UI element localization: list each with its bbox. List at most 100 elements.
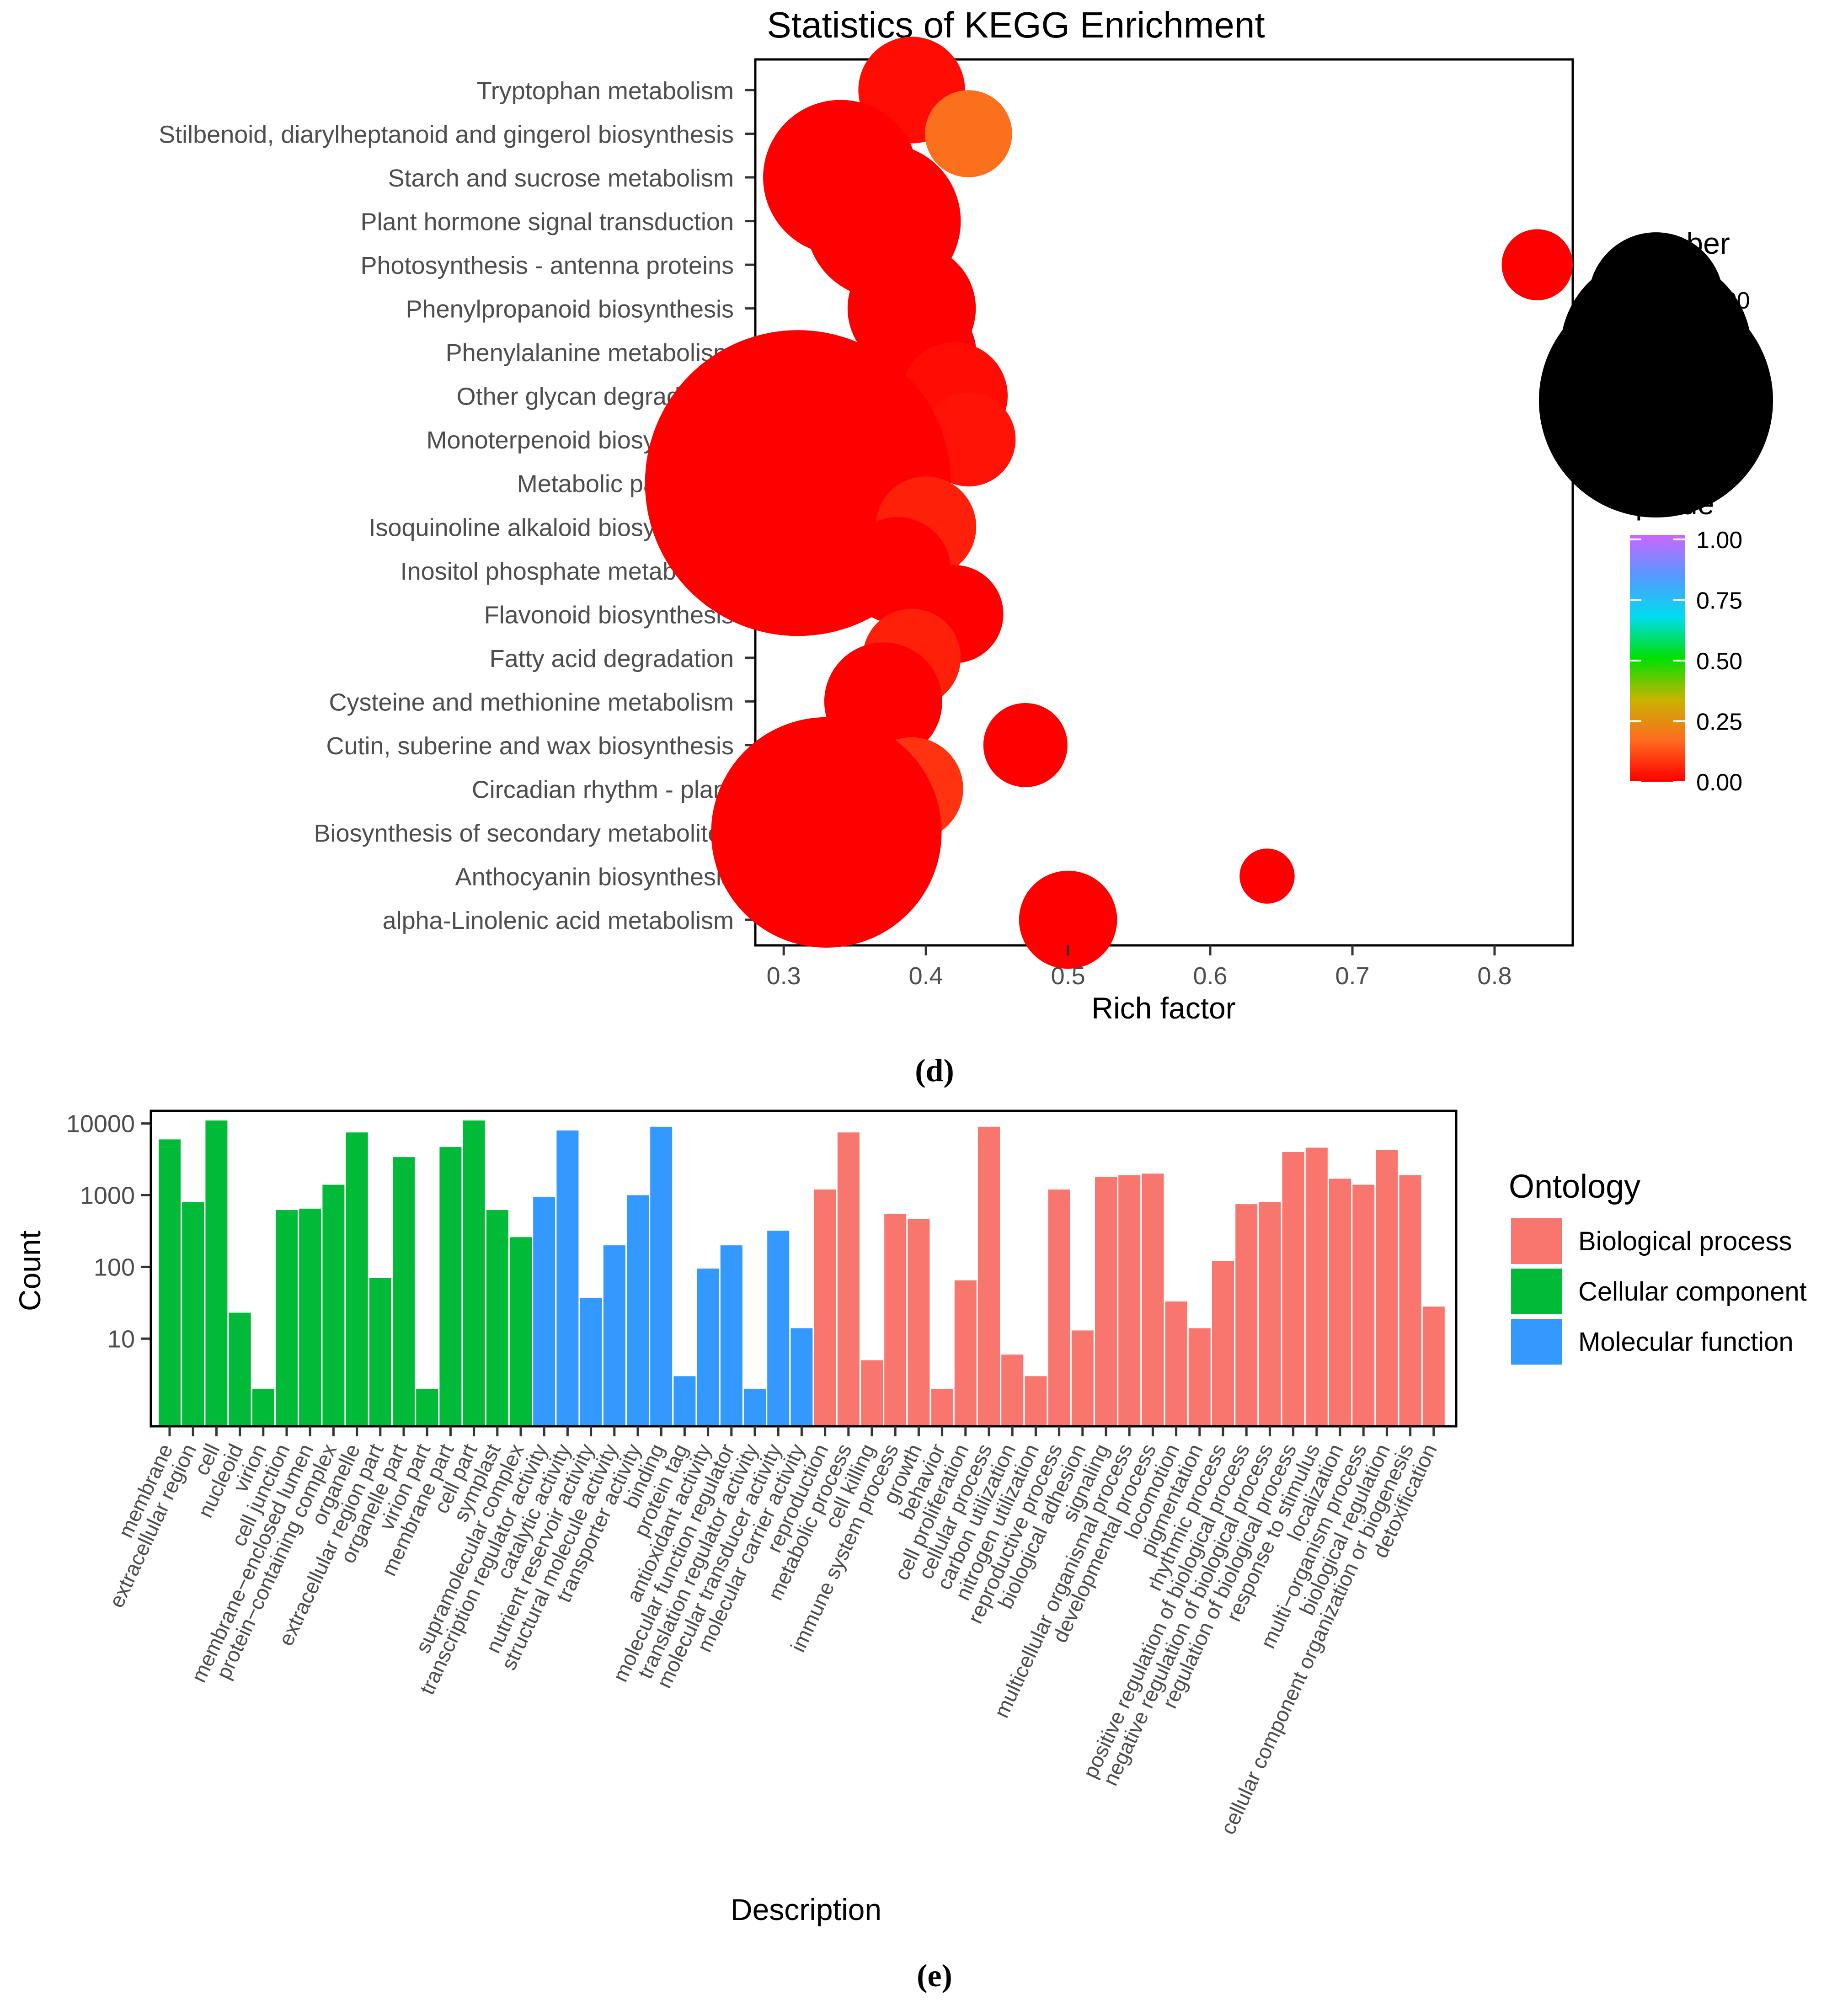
go-bar-cell-killing [861,1360,883,1426]
go-bar-cell-part [463,1120,485,1426]
go-bar-translation-regulator-activity [744,1388,766,1426]
kegg-size-legend: number 100020003000 [1538,226,1773,518]
colorbar-tick-label: 0.50 [1696,648,1742,675]
go-bar-extracellular-region-part [369,1278,391,1426]
go-legend-title: Ontology [1509,1168,1640,1205]
go-y-tick-label: 100 [94,1253,135,1281]
go-bar-regulation-of-biological-process [1282,1152,1304,1426]
go-bar-cellular-process [978,1126,1000,1426]
kegg-term-label: Starch and sucrose metabolism [388,165,734,192]
go-bar-virion [252,1388,274,1426]
kegg-point-cutin-suberine-and-wax-biosynthesis [983,703,1068,787]
go-bar-virion-part [416,1388,438,1426]
kegg-x-tick-label: 0.8 [1477,962,1512,990]
go-bar-immune-system-process [884,1214,907,1426]
go-bar-nucleoid [229,1312,251,1426]
kegg-term-label: Stilbenoid, diarylheptanoid and gingerol… [159,121,734,149]
kegg-term-label: Phenylpropanoid biosynthesis [406,296,734,323]
kegg-chart: Statistics of KEGG Enrichment Tryptophan… [159,5,1773,1088]
go-bar-organelle-part [393,1157,415,1426]
kegg-term-label: Tryptophan metabolism [477,77,734,105]
go-bar-extracellular-region [182,1202,204,1426]
go-bar-binding [650,1126,673,1426]
kegg-points [645,37,1573,969]
kegg-term-label: Cysteine and methionine metabolism [329,688,734,716]
kegg-point-biosynthesis-of-secondary-metabolites [711,717,942,948]
go-legend-key-cellular-component [1511,1269,1562,1314]
kegg-point-photosynthesis-antenna-proteins [1501,229,1573,300]
go-bar-protein-tag [673,1376,696,1426]
go-bar-molecular-function-regulator [720,1245,742,1426]
kegg-term-label: Photosynthesis - antenna proteins [360,252,734,279]
kegg-x-tick-label: 0.6 [1193,962,1228,990]
kegg-title: Statistics of KEGG Enrichment [767,5,1265,45]
go-bar-membrane-part [439,1147,462,1426]
size-legend-dot [1538,283,1773,518]
go-bar-catalytic-activity [556,1130,579,1426]
go-bar-protein-containing-complex [322,1184,345,1426]
go-bar-biological-adhesion [1071,1330,1094,1426]
colorbar-tick-label: 0.00 [1696,769,1742,796]
kegg-term-label: Circadian rhythm - plant [472,776,734,803]
kegg-term-label: Fatty acid degradation [490,645,734,672]
go-bar-transcription-regulator-activity [533,1197,555,1426]
go-bar-detoxification [1422,1307,1445,1426]
go-bar-antioxidant-activity [697,1268,719,1426]
kegg-x-tick-label: 0.3 [767,962,801,990]
caption-d: (d) [915,1053,954,1088]
go-bar-behavior [931,1388,953,1426]
caption-e: (e) [917,1958,952,1994]
go-bar-molecular-carrier-activity [790,1328,813,1426]
go-bar-nutrient-reservoir-activity [580,1298,602,1426]
kegg-term-label: Cutin, suberine and wax biosynthesis [326,732,734,760]
go-bar-membrane [159,1139,181,1426]
go-bar-cellular-component-organization-or-biogenesis [1399,1175,1421,1426]
kegg-point-stilbenoid-diarylheptanoid-and-gingerol-biosynthesis [925,90,1012,177]
go-bar-response-to-stimulus [1305,1147,1328,1426]
colorbar-tick-label: 1.00 [1696,527,1742,554]
kegg-x-tick-label: 0.5 [1051,962,1085,990]
colorbar-tick-label: 0.75 [1696,588,1742,614]
kegg-term-label: Flavonoid biosynthesis [484,601,734,629]
go-bar-signaling [1095,1177,1117,1426]
go-bar-transporter-activity [627,1195,649,1426]
go-bar-reproduction [814,1189,836,1426]
kegg-term-label: Anthocyanin biosynthesis [455,863,734,891]
go-bar-biological-regulation [1376,1150,1398,1426]
go-y-tick-label: 1000 [80,1182,135,1210]
go-bar-carbon-utilization [1001,1355,1024,1426]
size-legend-label: 3000 [1697,388,1750,415]
go-legend-label: Molecular function [1578,1327,1794,1357]
go-bar-cell-junction [276,1210,298,1426]
go-legend-label: Biological process [1578,1227,1792,1256]
go-bar-symplast [486,1210,508,1426]
color-legend-title: qvalue [1625,487,1714,521]
go-bar-pigmentation [1188,1328,1211,1426]
go-bar-locomotion [1165,1301,1187,1426]
kegg-point-anthocyanin-biosynthesis [1239,848,1295,904]
kegg-x-axis-label: Rich factor [1091,991,1235,1025]
go-bar-nitrogen-utilization [1025,1376,1047,1426]
kegg-term-labels: Tryptophan metabolism Stilbenoid, diarylh… [159,77,734,934]
go-bar-molecular-transducer-activity [767,1231,790,1426]
go-bar-cell [205,1120,228,1426]
go-y-ticks: 10 100 1000 10000 [66,1110,151,1353]
go-bar-membrane-enclosed-lumen [299,1208,321,1426]
go-bar-cell-proliferation [954,1280,977,1426]
go-bar-growth [908,1218,930,1426]
go-x-axis-label: Description [731,1893,881,1926]
colorbar-tick-label: 0.25 [1696,709,1742,736]
go-legend-key-biological-process [1511,1218,1562,1264]
go-bar-metabolic-process [837,1132,860,1426]
kegg-term-label: Plant hormone signal transduction [361,208,734,236]
go-y-tick-label: 10 [107,1325,135,1353]
kegg-point-alpha-linolenic-acid-metabolism [1019,870,1117,969]
kegg-x-ticks: 0.3 0.4 0.5 0.6 0.7 0.8 [767,945,1512,990]
go-bar-multi-organism-process [1352,1184,1375,1426]
go-chart: Count 10 100 1000 10000 membraneextracellul… [13,1109,1807,1994]
go-y-tick-label: 10000 [66,1110,135,1138]
go-plot-panel [150,1109,1458,1428]
go-bar-supramolecular-complex [510,1237,532,1426]
go-bar-reproductive-process [1048,1189,1070,1426]
